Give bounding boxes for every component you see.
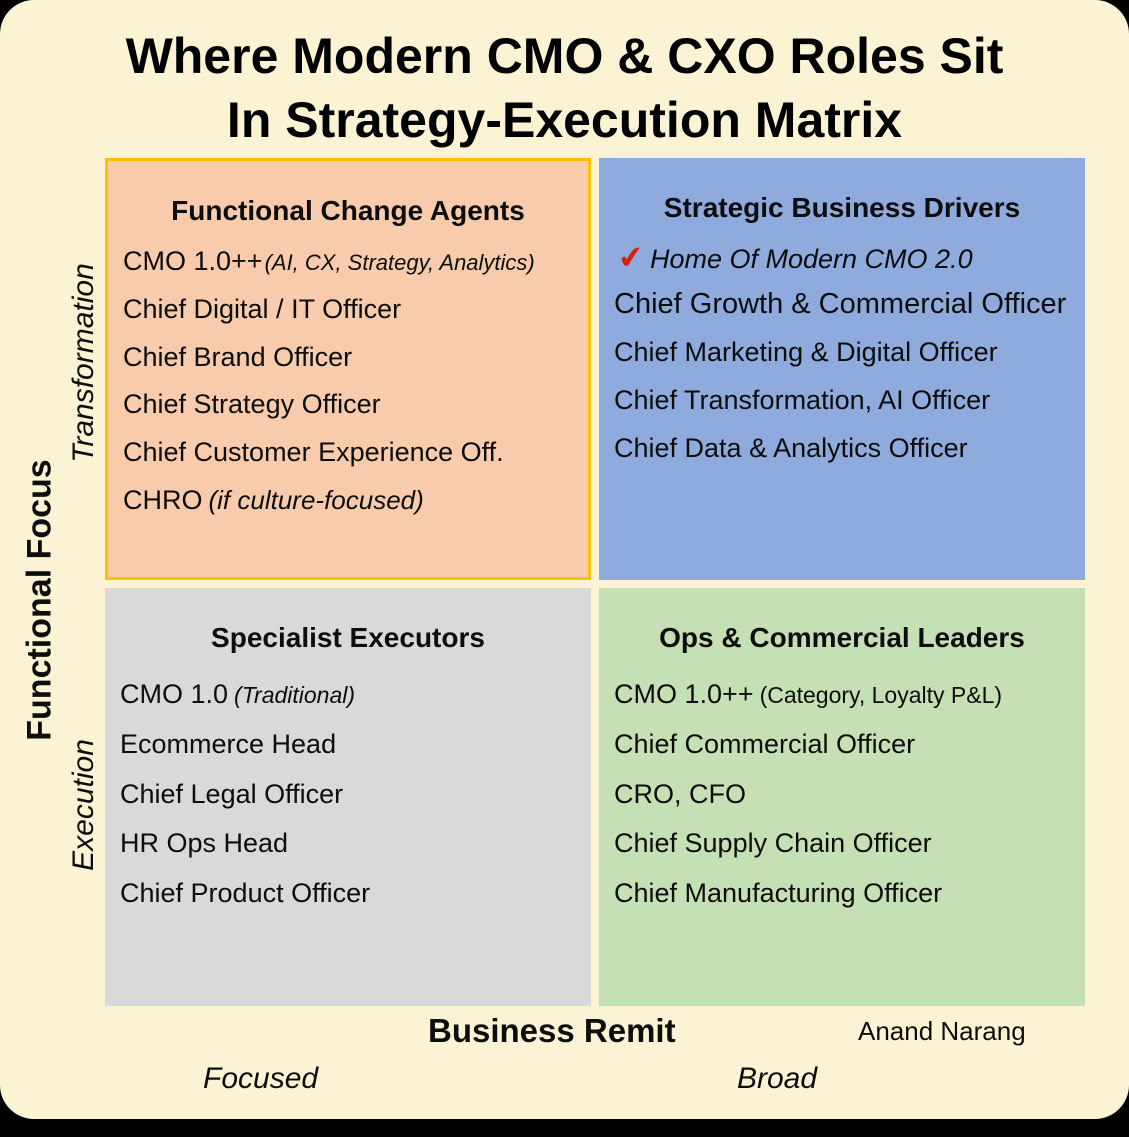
quadrant-ops-commercial-leaders: Ops & Commercial Leaders CMO 1.0++ (Categ… (599, 588, 1085, 1006)
x-category-broad: Broad (737, 1062, 818, 1095)
role-item: CHRO (if culture-focused) (123, 484, 580, 518)
y-category-execution: Execution (67, 739, 100, 871)
role-item: Chief Product Officer (120, 878, 371, 908)
page-title-line2: In Strategy-Execution Matrix (226, 92, 903, 148)
role-item: Chief Commercial Officer (614, 728, 916, 759)
quadrant-title: Specialist Executors (211, 622, 485, 653)
x-axis-title: Business Remit (428, 1012, 676, 1049)
role-item: Chief Transformation, AI Officer (614, 385, 991, 415)
role-item: Chief Supply Chain Officer (614, 828, 932, 859)
role-text: CMO 1.0++ (614, 679, 754, 709)
role-item: Ecommerce Head (120, 728, 337, 759)
role-item: Chief Strategy Officer (123, 389, 381, 420)
role-note: (if culture-focused) (208, 484, 424, 515)
role-item: Chief Manufacturing Officer (614, 878, 943, 908)
role-item: Chief Digital / IT Officer (123, 293, 402, 324)
matrix-grid: Functional Change Agents CMO 1.0++(AI, C… (105, 158, 1085, 1006)
role-item: Chief Customer Experience Off. (123, 437, 504, 467)
role-note: (Category, Loyalty P&L) (759, 682, 1003, 708)
y-axis-title: Functional Focus (20, 459, 59, 741)
quadrant-specialist-executors: Specialist Executors CMO 1.0 (Traditional… (105, 588, 591, 1006)
role-item: CMO 1.0++ (Category, Loyalty P&L) (614, 678, 1077, 712)
page-title: Where Modern CMO & CXO Roles Sit In Stra… (0, 24, 1129, 152)
role-item: Chief Growth & Commercial Officer (614, 288, 1067, 320)
role-item: CMO 1.0++(AI, CX, Strategy, Analytics) (123, 245, 580, 279)
role-item: CRO, CFO (614, 778, 746, 809)
home-of-modern-cmo-callout: ✔ Home Of Modern CMO 2.0 (616, 238, 1077, 278)
quadrant-strategic-business-drivers: Strategic Business Drivers ✔ Home Of Mode… (599, 158, 1085, 580)
role-item: HR Ops Head (120, 828, 289, 859)
role-item: Chief Marketing & Digital Officer (614, 337, 998, 368)
role-text: CMO 1.0 (120, 679, 229, 709)
role-item: Chief Brand Officer (123, 341, 353, 372)
role-note: (AI, CX, Strategy, Analytics) (264, 250, 535, 275)
page-title-line1: Where Modern CMO & CXO Roles Sit (125, 28, 1004, 84)
role-item: CMO 1.0 (Traditional) (120, 678, 583, 712)
role-note: (Traditional) (234, 682, 356, 708)
quadrant-title: Ops & Commercial Leaders (659, 622, 1025, 653)
quadrant-functional-change-agents: Functional Change Agents CMO 1.0++(AI, C… (105, 158, 591, 580)
role-text: CHRO (123, 484, 203, 515)
x-category-focused: Focused (203, 1062, 319, 1095)
role-text: CMO 1.0++ (123, 246, 263, 276)
quadrant-title: Functional Change Agents (171, 195, 525, 226)
role-item: Chief Data & Analytics Officer (614, 432, 968, 463)
callout-text: Home Of Modern CMO 2.0 (649, 244, 973, 274)
quadrant-title: Strategic Business Drivers (663, 192, 1021, 223)
y-category-transformation: Transformation (67, 263, 100, 463)
role-item: Chief Legal Officer (120, 778, 344, 809)
attribution-text: Anand Narang (858, 1016, 1026, 1046)
checkmark-icon: ✔ (616, 238, 646, 278)
